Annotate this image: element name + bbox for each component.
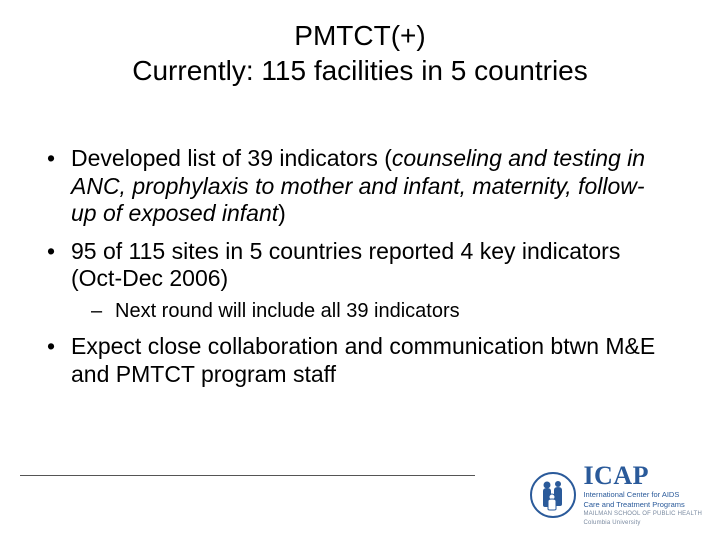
slide-body: Developed list of 39 indicators (counsel… <box>45 145 670 398</box>
title-line-2: Currently: 115 facilities in 5 countries <box>60 53 660 88</box>
slide-title: PMTCT(+) Currently: 115 facilities in 5 … <box>60 18 660 88</box>
bullet-2-sub-1: Next round will include all 39 indicator… <box>71 299 670 323</box>
bullet-2-sub-1-text: Next round will include all 39 indicator… <box>115 300 460 322</box>
bullet-3-text: Expect close collaboration and communica… <box>71 333 655 387</box>
logo-sub-line-1: International Center for AIDS <box>583 491 702 499</box>
logo-text: ICAP International Center for AIDS Care … <box>583 463 702 526</box>
bullet-2-text: 95 of 115 sites in 5 countries reported … <box>71 238 620 292</box>
logo-sub-line-2: Care and Treatment Programs <box>583 501 702 509</box>
logo-sub-line-4: Columbia University <box>583 520 702 526</box>
bullet-1-suffix: ) <box>278 200 286 226</box>
bullet-1-prefix: Developed list of 39 indicators ( <box>71 145 392 171</box>
title-line-1: PMTCT(+) <box>60 18 660 53</box>
bullet-1: Developed list of 39 indicators (counsel… <box>45 145 670 228</box>
logo-acronym: ICAP <box>583 463 702 489</box>
footer-rule <box>20 475 475 476</box>
slide: PMTCT(+) Currently: 115 facilities in 5 … <box>0 0 720 540</box>
bullet-3: Expect close collaboration and communica… <box>45 333 670 388</box>
logo-emblem-icon <box>529 471 577 519</box>
icap-logo: ICAP International Center for AIDS Care … <box>529 463 702 526</box>
bullet-2: 95 of 115 sites in 5 countries reported … <box>45 238 670 323</box>
logo-sub-line-3: MAILMAN SCHOOL OF PUBLIC HEALTH <box>583 511 702 517</box>
